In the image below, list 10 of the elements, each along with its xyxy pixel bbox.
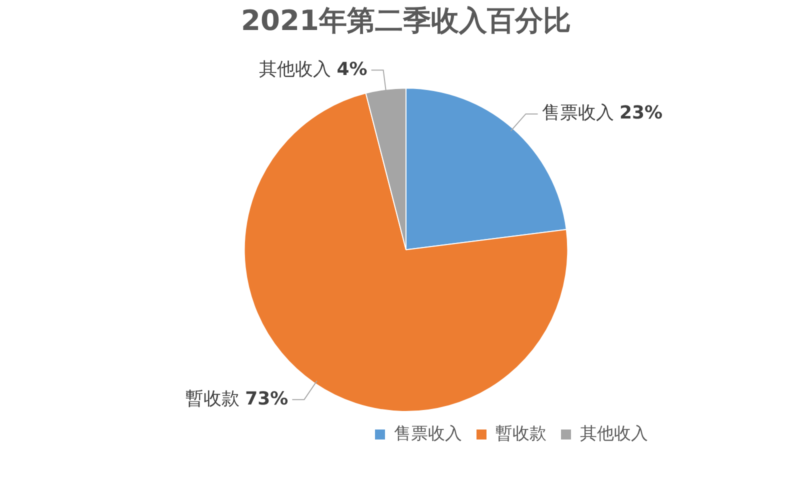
slice-label: 其他收入 [259, 58, 337, 80]
legend-label: 其他收入 [580, 424, 648, 444]
data-label: 73% [245, 388, 288, 410]
chart-title: 2021年第二季收入百分比 [241, 4, 571, 38]
data-label: 23% [619, 102, 663, 124]
legend-label: 暫收款 [496, 424, 546, 444]
slice-label: 售票收入 [542, 102, 620, 124]
legend-label: 售票收入 [394, 424, 462, 444]
data-label: 4% [336, 58, 368, 80]
slice-label: 暫收款 [185, 388, 246, 410]
